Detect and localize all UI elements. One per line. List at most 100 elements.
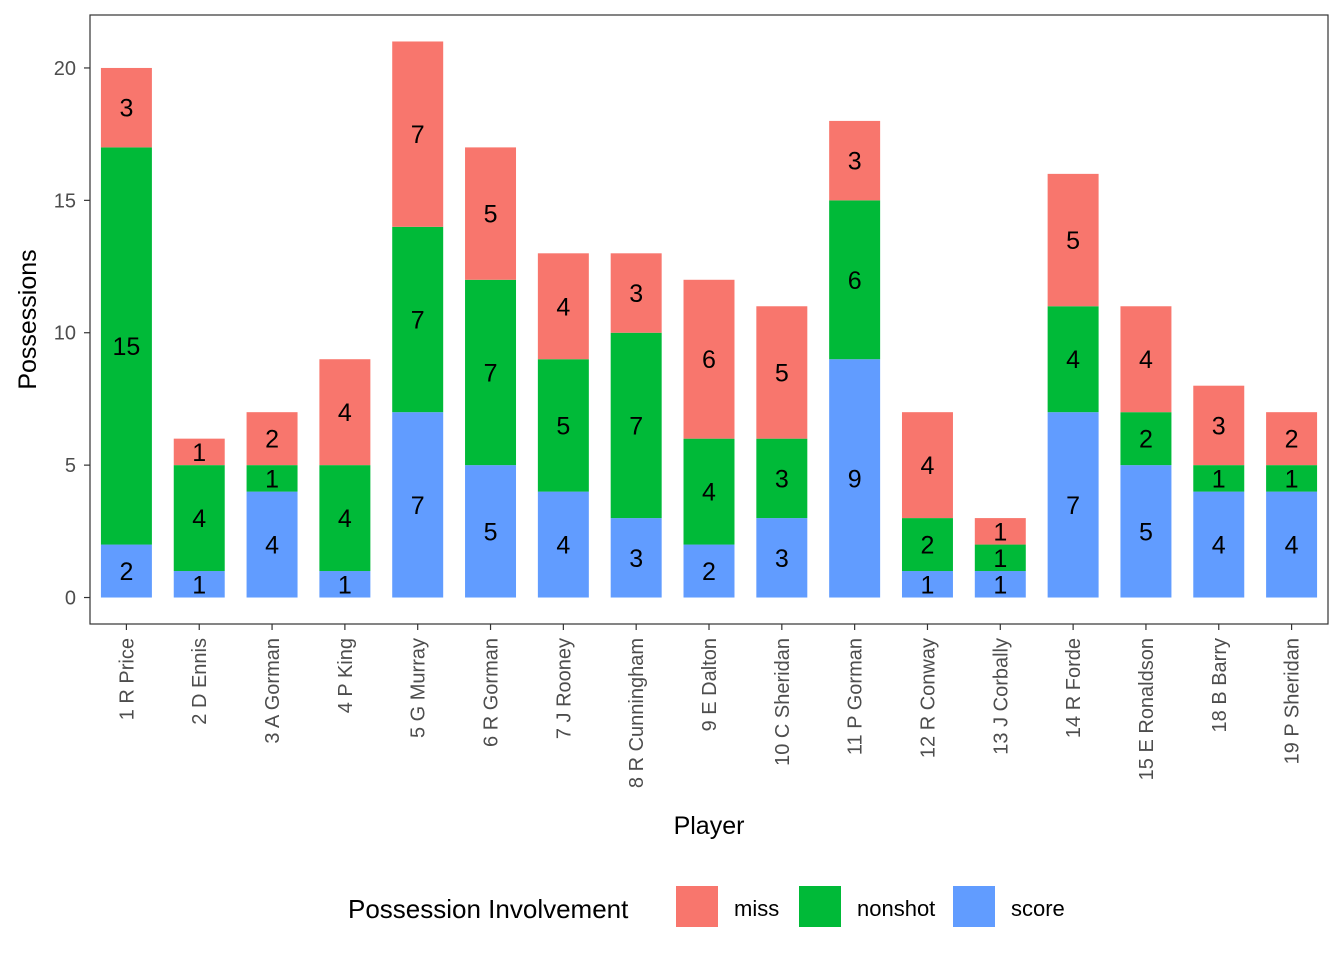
bar-segment-score: [537, 491, 589, 598]
x-axis-title: Player: [674, 812, 745, 840]
bar-segment-miss: [683, 279, 735, 439]
bar-segment-miss: [756, 306, 808, 439]
x-axis: 1 R Price 2 D Ennis 3 A Gorman 4 P King 5 G …: [116, 624, 1304, 788]
data-label-nonshot: 1: [265, 465, 279, 493]
bar-segment-miss: [901, 412, 953, 519]
x-tick-label: 8 R Cunningham: [626, 638, 648, 788]
data-label-miss: 3: [1212, 412, 1226, 440]
data-label-nonshot: 6: [848, 267, 862, 295]
bar-segment-nonshot: [756, 438, 808, 519]
data-label-miss: 3: [629, 280, 643, 308]
bar-segment-nonshot: [1266, 465, 1318, 492]
data-label-score: 2: [119, 558, 133, 586]
data-label-nonshot: 7: [484, 359, 498, 387]
x-tick-label: 2 D Ennis: [189, 638, 211, 725]
data-label-nonshot: 7: [411, 307, 425, 335]
bar-segment-score: [1266, 491, 1318, 598]
bar-segment-miss: [319, 359, 371, 466]
data-label-score: 4: [1285, 532, 1299, 560]
data-label-nonshot: 1: [993, 545, 1007, 573]
data-label-score: 1: [192, 571, 206, 599]
bar-segment-score: [756, 518, 808, 598]
data-label-miss: 5: [775, 359, 789, 387]
bar-segment-score: [392, 412, 444, 598]
data-label-miss: 6: [702, 346, 716, 374]
bar-segment-miss: [1120, 306, 1172, 413]
y-tick-label: 20: [54, 58, 76, 80]
legend-label-score: score: [1011, 896, 1065, 921]
legend-label-nonshot: nonshot: [857, 896, 935, 921]
x-tick-label: 14 R Forde: [1063, 638, 1085, 738]
bars-layer: [100, 41, 1318, 598]
data-label-nonshot: 4: [338, 505, 352, 533]
data-label-miss: 4: [556, 293, 570, 321]
data-label-miss: 3: [848, 148, 862, 176]
bar-segment-miss: [829, 120, 881, 201]
data-label-miss: 2: [265, 426, 279, 454]
data-label-score: 5: [1139, 518, 1153, 546]
data-label-score: 4: [556, 532, 570, 560]
data-label-nonshot: 2: [1139, 426, 1153, 454]
data-label-miss: 3: [119, 95, 133, 123]
bar-segment-miss: [1193, 385, 1245, 466]
x-tick-label: 13 J Corbally: [990, 638, 1012, 755]
bar-segment-score: [246, 491, 298, 598]
bar-segment-nonshot: [974, 544, 1026, 572]
bar-segment-score: [974, 571, 1026, 598]
bar-segment-score: [173, 571, 225, 598]
legend: Possession Involvement miss nonshot score: [348, 886, 1065, 927]
bar-segment-miss: [537, 253, 589, 360]
bar-segment-nonshot: [683, 438, 735, 545]
data-labels-layer: 2153141412144777575454373246335963124111…: [113, 95, 1299, 600]
data-label-score: 4: [1212, 532, 1226, 560]
bar-segment-miss: [392, 41, 444, 227]
data-label-nonshot: 4: [702, 479, 716, 507]
bar-segment-nonshot: [100, 147, 152, 545]
bar-segment-score: [1120, 465, 1172, 598]
data-label-score: 5: [484, 518, 498, 546]
bar-segment-score: [100, 544, 152, 598]
data-label-nonshot: 2: [921, 532, 935, 560]
data-label-score: 3: [775, 545, 789, 573]
legend-title: Possession Involvement: [348, 894, 629, 924]
x-tick-label: 3 A Gorman: [262, 638, 284, 744]
y-tick-label: 0: [65, 588, 76, 610]
data-label-score: 1: [921, 571, 935, 599]
data-label-nonshot: 4: [192, 505, 206, 533]
data-label-score: 1: [993, 571, 1007, 599]
data-label-score: 4: [265, 532, 279, 560]
bar-segment-nonshot: [1193, 465, 1245, 492]
y-tick-label: 15: [54, 190, 76, 212]
x-tick-label: 10 C Sheridan: [772, 638, 794, 766]
x-tick-label: 19 P Sheridan: [1282, 638, 1304, 764]
data-label-nonshot: 5: [556, 412, 570, 440]
x-tick-label: 9 E Dalton: [699, 638, 721, 731]
legend-key-score: [953, 886, 995, 927]
x-tick-label: 7 J Rooney: [553, 638, 575, 739]
bar-segment-miss: [173, 438, 225, 466]
x-tick-label: 11 P Gorman: [845, 638, 867, 755]
data-label-score: 2: [702, 558, 716, 586]
bar-segment-miss: [610, 253, 662, 333]
data-label-miss: 5: [484, 201, 498, 229]
bar-segment-score: [465, 465, 517, 598]
bar-segment-nonshot: [173, 465, 225, 572]
bar-segment-nonshot: [1120, 412, 1172, 466]
bar-segment-nonshot: [829, 200, 881, 360]
bar-segment-score: [319, 571, 371, 598]
bar-segment-nonshot: [537, 359, 589, 492]
bar-segment-miss: [1047, 173, 1099, 307]
bar-segment-score: [1193, 491, 1245, 598]
bar-segment-nonshot: [901, 518, 953, 572]
x-tick-label: 4 P King: [335, 638, 357, 713]
data-label-nonshot: 4: [1066, 346, 1080, 374]
data-label-score: 7: [1066, 492, 1080, 520]
data-label-score: 3: [629, 545, 643, 573]
y-tick-label: 10: [54, 323, 76, 345]
data-label-miss: 7: [411, 121, 425, 149]
bar-segment-miss: [246, 412, 298, 466]
y-tick-label: 5: [65, 455, 76, 477]
bar-segment-miss: [974, 518, 1026, 545]
data-label-miss: 2: [1285, 426, 1299, 454]
bar-segment-nonshot: [246, 465, 298, 492]
